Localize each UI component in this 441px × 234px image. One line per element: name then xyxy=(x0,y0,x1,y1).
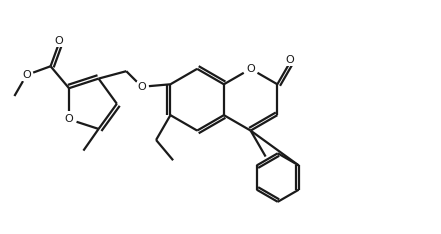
Text: O: O xyxy=(285,55,294,65)
Text: O: O xyxy=(138,82,146,92)
Text: O: O xyxy=(55,36,63,46)
Text: O: O xyxy=(22,70,31,80)
Text: O: O xyxy=(246,64,255,74)
Text: O: O xyxy=(65,114,73,124)
